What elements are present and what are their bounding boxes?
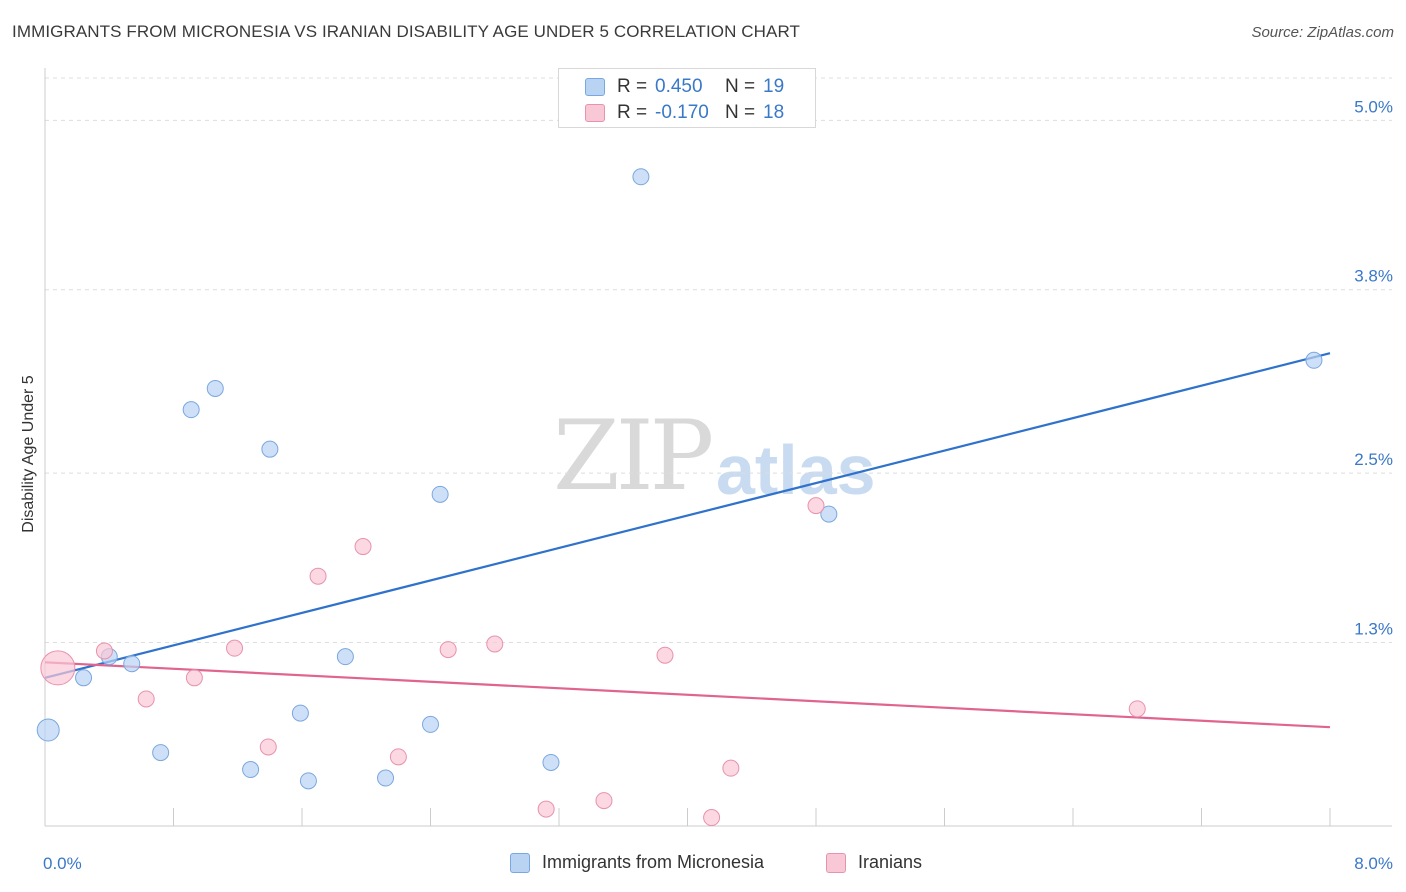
- micronesia-point: [336, 648, 354, 666]
- iranians-point: [807, 497, 825, 515]
- micronesia-swatch: [510, 852, 530, 873]
- legend-row-iranians: R = -0.170 N = 18: [585, 101, 784, 125]
- n-value: 18: [763, 102, 785, 123]
- n-value: 19: [763, 76, 785, 97]
- n-label: N =: [725, 76, 756, 97]
- y-tick-label: 5.0%: [1354, 97, 1393, 116]
- micronesia-point: [75, 669, 93, 687]
- micronesia-point: [182, 401, 200, 419]
- r-value: -0.170: [655, 102, 709, 123]
- label-layer: 1.3% 2.5% 3.8% 5.0% 0.0% 8.0% Disability Age U…: [20, 97, 1393, 873]
- iranians-point: [259, 738, 277, 756]
- iranians-point: [226, 639, 244, 657]
- y-tick-label: 1.3%: [1354, 620, 1393, 639]
- r-value: 0.450: [655, 76, 703, 97]
- point-layer: [36, 168, 1323, 827]
- iranians-point: [137, 690, 155, 708]
- legend-label: Iranians: [858, 852, 923, 872]
- micronesia-swatch: [585, 78, 605, 96]
- micronesia-point: [152, 744, 170, 762]
- micronesia-point: [123, 655, 141, 673]
- iranians-point: [537, 800, 555, 818]
- y-tick-label: 2.5%: [1354, 450, 1393, 469]
- iranians-point: [95, 642, 113, 660]
- r-label: R =: [617, 102, 648, 123]
- iranians-point: [1128, 700, 1146, 718]
- iranians-swatch: [826, 852, 846, 873]
- iranians-trend-line: [44, 661, 1331, 729]
- micronesia-point: [261, 440, 279, 458]
- micronesia-point: [377, 769, 395, 787]
- legend-label: Immigrants from Micronesia: [542, 852, 765, 872]
- iranians-point: [354, 538, 372, 556]
- micronesia-point: [1305, 351, 1323, 369]
- micronesia-point: [242, 761, 260, 779]
- micronesia-point: [299, 772, 317, 790]
- x-tick-label: 8.0%: [1354, 854, 1393, 873]
- n-label: N =: [725, 102, 756, 123]
- iranians-point: [185, 669, 203, 687]
- x-tick-label: 0.0%: [43, 854, 82, 873]
- iranians-point: [656, 646, 674, 664]
- iranians-point: [389, 748, 407, 766]
- r-label: R =: [617, 76, 648, 97]
- iranians-swatch: [585, 104, 605, 122]
- axis-layer: [44, 68, 1392, 827]
- y-axis-title: Disability Age Under 5: [20, 375, 37, 533]
- iranians-point: [309, 567, 327, 585]
- series-legend: Immigrants from Micronesia Iranians: [0, 852, 1406, 876]
- micronesia-point: [36, 718, 60, 742]
- iranians-point: [439, 641, 457, 659]
- legend-item-iranians[interactable]: Iranians: [826, 852, 922, 873]
- correlation-legend: R = 0.450 N = 19 R = -0.170 N = 18: [558, 68, 816, 128]
- micronesia-trend-line: [44, 352, 1331, 679]
- micronesia-point: [422, 715, 439, 733]
- micronesia-point: [206, 379, 224, 397]
- legend-row-micronesia: R = 0.450 N = 19: [585, 75, 784, 99]
- iranians-point: [722, 759, 740, 777]
- micronesia-point: [542, 753, 560, 771]
- watermark-zip: ZIP: [553, 400, 714, 512]
- micronesia-point: [431, 485, 449, 503]
- iranians-point: [595, 792, 613, 810]
- micronesia-point: [820, 505, 838, 523]
- trend-layer: [44, 352, 1331, 729]
- source-label: Source: ZipAtlas.com: [1251, 24, 1394, 41]
- iranians-point: [40, 650, 76, 686]
- legend-item-micronesia[interactable]: Immigrants from Micronesia: [510, 852, 764, 873]
- micronesia-point: [632, 168, 650, 186]
- iranians-point: [486, 635, 504, 653]
- watermark-atlas: atlas: [716, 431, 876, 509]
- grid-layer: [45, 77, 1392, 644]
- iranians-point: [703, 809, 721, 827]
- micronesia-point: [291, 704, 309, 722]
- y-tick-label: 3.8%: [1354, 267, 1393, 286]
- chart-title: IMMIGRANTS FROM MICRONESIA VS IRANIAN DI…: [12, 22, 801, 41]
